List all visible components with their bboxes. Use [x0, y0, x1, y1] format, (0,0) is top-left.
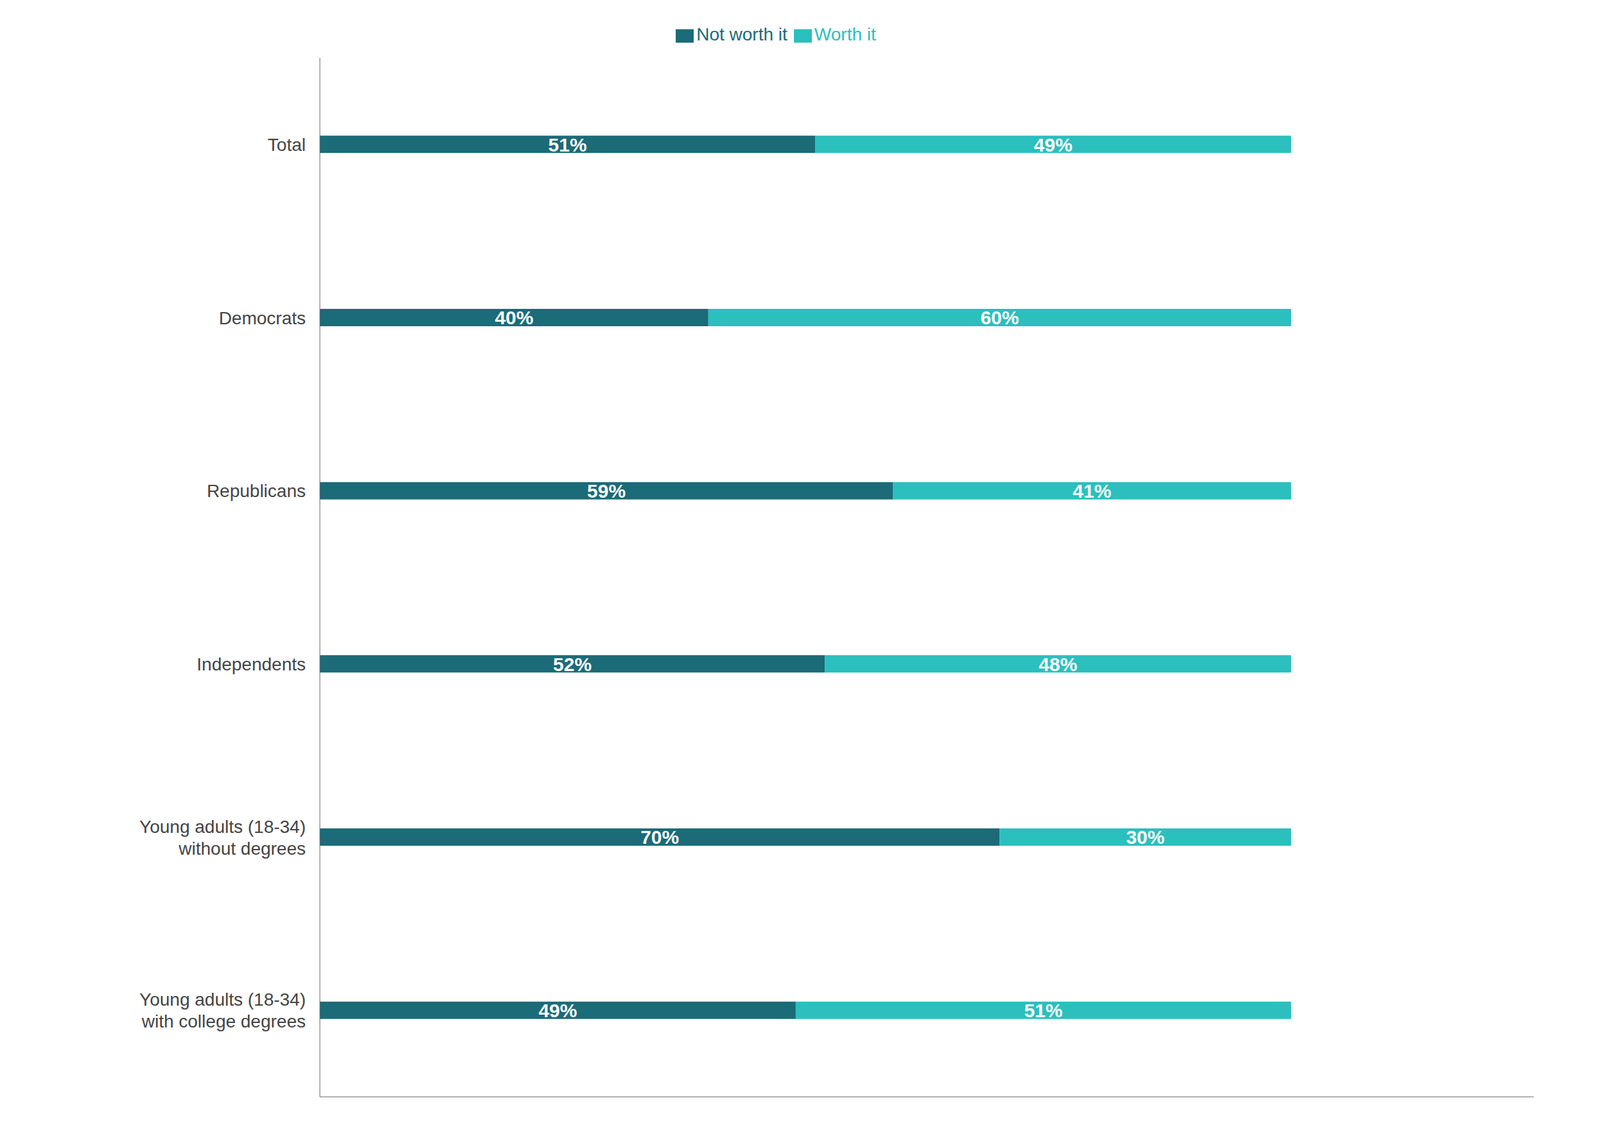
svg-text:Young adults (18-34)with colle: Young adults (18-34)with college degrees: [139, 989, 306, 1032]
svg-text:Total: Total: [267, 134, 306, 155]
svg-text:Independents: Independents: [196, 653, 306, 674]
svg-text:51%: 51%: [1023, 1000, 1063, 1022]
svg-text:Democrats: Democrats: [219, 307, 306, 328]
svg-text:49%: 49%: [1034, 134, 1073, 156]
svg-text:51%: 51%: [548, 134, 588, 156]
svg-text:60%: 60%: [980, 307, 1019, 329]
svg-text:41%: 41%: [1072, 480, 1112, 502]
html-text:Worth it: Worth it: [814, 24, 876, 45]
svg-text:30%: 30%: [1125, 826, 1165, 848]
svg-text:70%: 70%: [640, 826, 679, 848]
svg-text:40%: 40%: [494, 307, 534, 329]
svg-text:49%: 49%: [538, 1000, 577, 1022]
html-text:Not worth it: Not worth it: [696, 24, 788, 45]
svg-text:59%: 59%: [587, 480, 626, 502]
svg-text:52%: 52%: [553, 653, 592, 676]
svg-text:Republicans: Republicans: [206, 481, 306, 502]
svg-text:48%: 48%: [1038, 653, 1078, 676]
svg-text:Young adults (18-34)without de: Young adults (18-34)without degrees: [139, 816, 306, 859]
